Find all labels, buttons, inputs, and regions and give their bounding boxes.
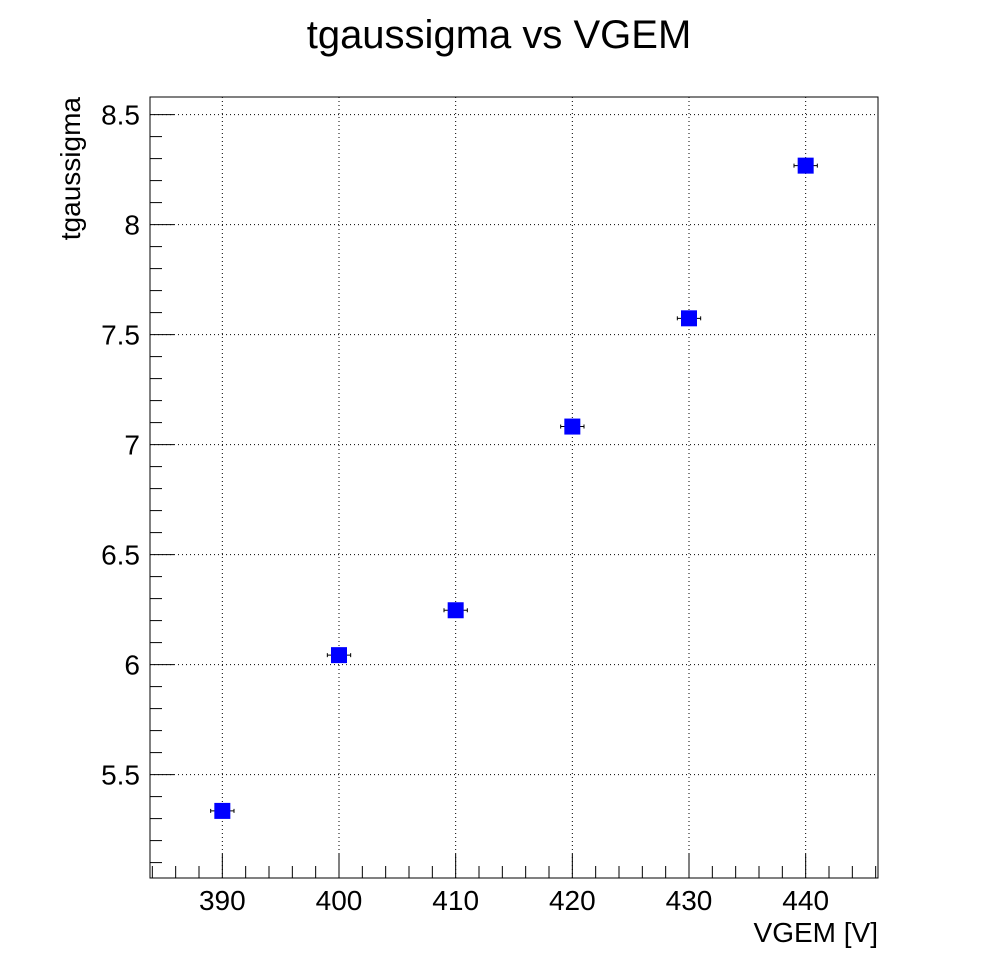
y-axis-label: tgaussigma xyxy=(55,97,86,241)
plot-frame xyxy=(150,97,878,878)
y-tick-labels: 5.5 6 6.5 7 7.5 8 8.5 xyxy=(101,100,140,791)
data-point xyxy=(564,419,580,435)
y-tick-label: 8.5 xyxy=(101,100,140,131)
x-tick-label: 390 xyxy=(199,885,246,916)
data-point xyxy=(214,803,230,819)
y-tick-label: 7 xyxy=(124,430,140,461)
x-tick-label: 420 xyxy=(549,885,596,916)
axis-ticks xyxy=(150,115,876,878)
y-tick-label: 7.5 xyxy=(101,320,140,351)
x-axis-label: VGEM [V] xyxy=(754,917,878,948)
data-point xyxy=(331,647,347,663)
y-tick-label: 6.5 xyxy=(101,540,140,571)
x-tick-label: 440 xyxy=(782,885,829,916)
data-point xyxy=(448,602,464,618)
y-tick-label: 8 xyxy=(124,210,140,241)
grid-lines xyxy=(150,97,878,878)
x-tick-label: 410 xyxy=(432,885,479,916)
y-tick-label: 6 xyxy=(124,650,140,681)
data-points xyxy=(211,158,818,819)
data-point xyxy=(681,310,697,326)
chart-title: tgaussigma vs VGEM xyxy=(307,13,692,57)
x-tick-labels: 390 400 410 420 430 440 xyxy=(199,885,829,916)
data-point xyxy=(798,158,814,174)
y-tick-label: 5.5 xyxy=(101,760,140,791)
x-tick-label: 430 xyxy=(666,885,713,916)
x-tick-label: 400 xyxy=(316,885,363,916)
